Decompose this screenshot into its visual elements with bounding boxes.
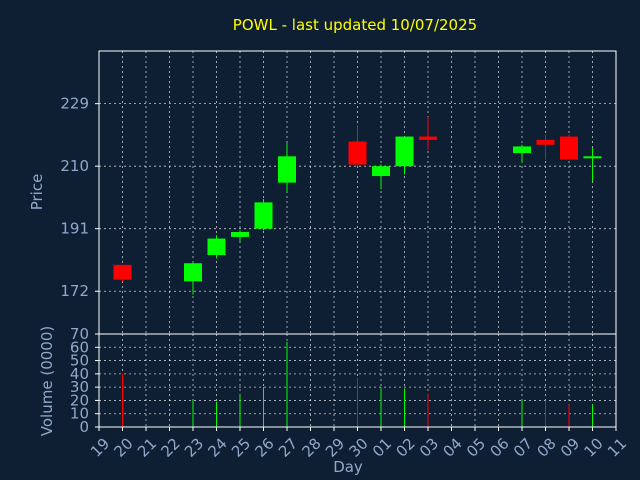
x-tick-label: 10 bbox=[581, 435, 607, 461]
price-tick-label: 172 bbox=[60, 282, 89, 300]
x-tick-label: 27 bbox=[275, 435, 301, 461]
volume-tick-label: 10 bbox=[70, 405, 89, 423]
x-tick-label: 25 bbox=[228, 435, 254, 461]
volume-axis-label: Volume (0000) bbox=[38, 326, 56, 436]
x-tick-label: 28 bbox=[299, 435, 325, 461]
candle-body bbox=[278, 156, 296, 183]
price-tick-label: 229 bbox=[60, 95, 89, 113]
x-tick-label: 09 bbox=[557, 435, 583, 461]
x-tick-label: 29 bbox=[322, 435, 348, 461]
x-tick-label: 22 bbox=[158, 435, 184, 461]
x-tick-label: 20 bbox=[111, 435, 137, 461]
volume-panel-frame bbox=[98, 333, 617, 428]
volume-tick-label: 60 bbox=[70, 338, 89, 356]
x-tick-label: 19 bbox=[87, 435, 113, 461]
x-axis-label: Day bbox=[333, 458, 363, 476]
candle-body bbox=[560, 136, 578, 160]
volume-tick-label: 30 bbox=[70, 378, 89, 396]
x-tick-label: 23 bbox=[181, 435, 207, 461]
x-tick-label: 11 bbox=[604, 435, 630, 461]
x-tick-label: 04 bbox=[440, 435, 466, 461]
candle-body bbox=[254, 202, 273, 229]
candle-body bbox=[113, 264, 132, 280]
price-axis-label: Price bbox=[28, 174, 46, 211]
candle-body bbox=[583, 156, 602, 159]
x-tick-label: 03 bbox=[416, 435, 442, 461]
candle-body bbox=[536, 139, 555, 145]
candle-body bbox=[348, 141, 367, 165]
x-tick-label: 08 bbox=[534, 435, 560, 461]
price-tick-label: 210 bbox=[60, 157, 89, 175]
x-tick-label: 26 bbox=[252, 435, 278, 461]
volume-tick-label: 70 bbox=[70, 325, 89, 343]
volume-tick-label: 0 bbox=[79, 418, 89, 436]
x-tick-label: 02 bbox=[393, 435, 419, 461]
volume-tick-label: 50 bbox=[70, 352, 89, 370]
candles bbox=[113, 116, 602, 295]
volume-tick-label: 20 bbox=[70, 391, 89, 409]
candle-body bbox=[395, 136, 414, 167]
price-tick-label: 191 bbox=[60, 220, 89, 238]
candle-body bbox=[231, 231, 249, 237]
x-tick-label: 05 bbox=[463, 435, 489, 461]
x-tick-label: 24 bbox=[205, 435, 231, 461]
x-tick-labels: 1920212223242526272829300102030405060708… bbox=[87, 427, 630, 461]
x-tick-label: 06 bbox=[487, 435, 513, 461]
x-tick-label: 07 bbox=[510, 435, 536, 461]
x-tick-label: 30 bbox=[346, 435, 372, 461]
candle-body bbox=[513, 146, 531, 154]
volume-tick-label: 40 bbox=[70, 365, 89, 383]
candle-body bbox=[372, 166, 390, 177]
price-grid bbox=[99, 51, 616, 334]
candle-body bbox=[419, 136, 437, 140]
candle-body bbox=[184, 263, 202, 282]
volume-bars bbox=[122, 341, 593, 427]
candle-body bbox=[207, 238, 226, 256]
chart-title: POWL - last updated 10/07/2025 bbox=[233, 16, 477, 34]
x-tick-label: 21 bbox=[134, 435, 160, 461]
price-tick-labels: 172 191 210 229 bbox=[60, 95, 99, 300]
x-tick-label: 01 bbox=[369, 435, 395, 461]
